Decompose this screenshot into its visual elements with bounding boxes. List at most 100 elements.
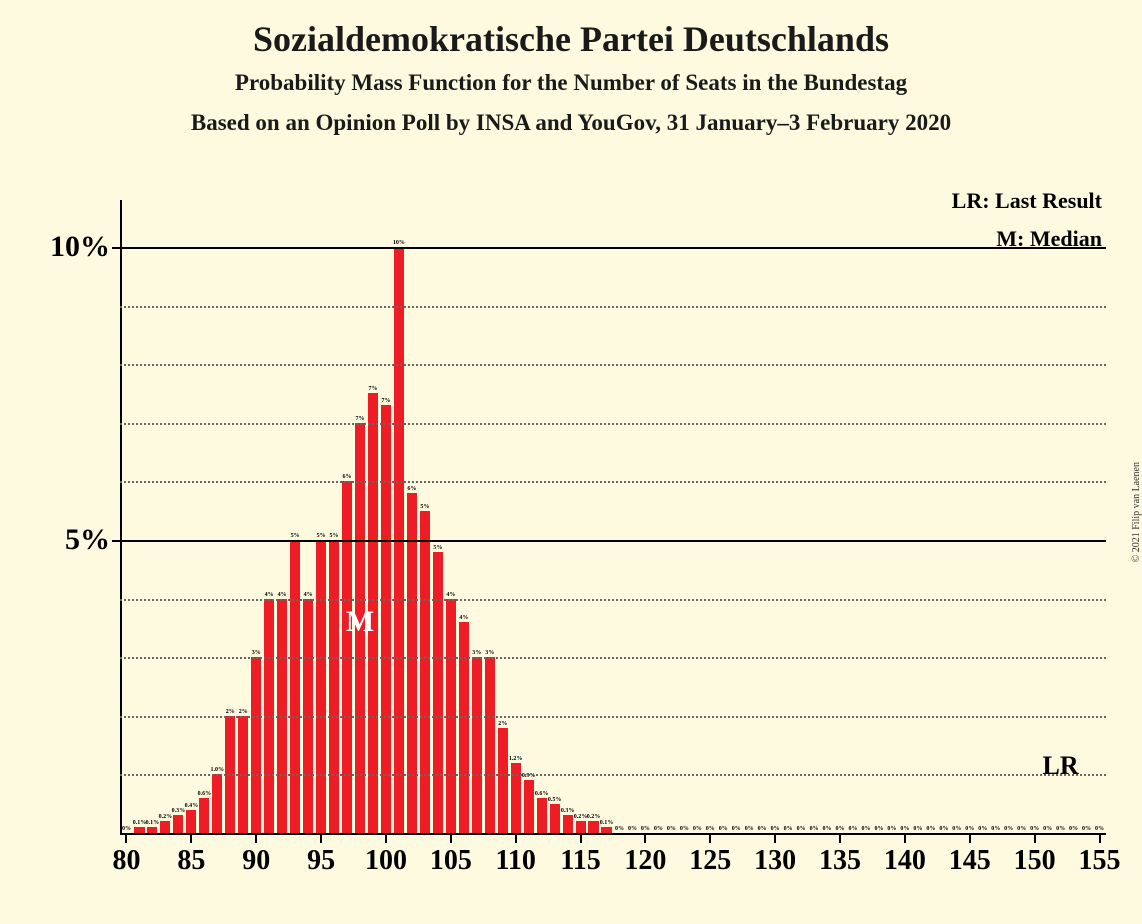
- gridline-minor: [120, 716, 1106, 718]
- x-axis-label: 90: [242, 835, 270, 877]
- bar: 5%: [420, 511, 430, 833]
- bar-value-label: 0%: [1017, 826, 1026, 833]
- bar-value-label: 0%: [978, 826, 987, 833]
- bar: 0.9%: [524, 780, 534, 833]
- x-axis-label: 155: [1079, 835, 1121, 877]
- bar-value-label: 0%: [849, 826, 858, 833]
- y-axis-label: 10%: [50, 230, 120, 264]
- bar: 3%: [485, 657, 495, 833]
- bar-value-label: 0%: [1095, 826, 1104, 833]
- x-axis-label: 140: [884, 835, 926, 877]
- chart-area: LR: Last Result M: Median 0%0.1%0.1%0.2%…: [120, 200, 1106, 835]
- bar-value-label: 0%: [615, 826, 624, 833]
- y-tick: [112, 247, 120, 249]
- bar: 1.2%: [511, 763, 521, 833]
- bar-value-label: 4%: [446, 592, 455, 599]
- x-axis-label: 145: [949, 835, 991, 877]
- bar-value-label: 5%: [420, 504, 429, 511]
- y-tick: [112, 540, 120, 542]
- bar: 0.3%: [173, 815, 183, 833]
- gridline-major: [120, 540, 1106, 542]
- x-axis-label: 80: [112, 835, 140, 877]
- bar-value-label: 6%: [343, 474, 352, 481]
- gridline-minor: [120, 481, 1106, 483]
- bar-value-label: 0.4%: [185, 803, 199, 810]
- bar-value-label: 0%: [784, 826, 793, 833]
- bar-value-label: 0%: [1056, 826, 1065, 833]
- bar-value-label: 3%: [485, 650, 494, 657]
- bar-value-label: 0%: [667, 826, 676, 833]
- bar: 5%: [290, 540, 300, 833]
- x-axis-label: 110: [495, 835, 535, 877]
- x-axis-label: 105: [430, 835, 472, 877]
- bar-value-label: 0.3%: [172, 808, 186, 815]
- bar-value-label: 0%: [654, 826, 663, 833]
- bar-value-label: 0.2%: [587, 814, 601, 821]
- bar: 0.6%: [537, 798, 547, 833]
- bar-value-label: 5%: [330, 533, 339, 540]
- bar-value-label: 0%: [1069, 826, 1078, 833]
- bar-value-label: 0%: [887, 826, 896, 833]
- bar-value-label: 7%: [368, 386, 377, 393]
- chart-subtitle: Probability Mass Function for the Number…: [0, 60, 1142, 96]
- bar: 6%: [407, 493, 417, 833]
- bar-value-label: 3%: [252, 650, 261, 657]
- bar-value-label: 0%: [952, 826, 961, 833]
- gridline-minor: [120, 364, 1106, 366]
- copyright-text: © 2021 Filip van Laenen: [1131, 462, 1142, 562]
- bar-value-label: 3%: [472, 650, 481, 657]
- x-axis-label: 120: [624, 835, 666, 877]
- bar-value-label: 10%: [393, 240, 405, 247]
- bar-value-label: 0%: [913, 826, 922, 833]
- gridline-minor: [120, 599, 1106, 601]
- bar-value-label: 4%: [304, 592, 313, 599]
- gridline-minor: [120, 423, 1106, 425]
- bar-value-label: 2%: [226, 709, 235, 716]
- bar-value-label: 0%: [965, 826, 974, 833]
- bar-value-label: 0%: [874, 826, 883, 833]
- bar: 0.2%: [588, 821, 598, 833]
- bar-value-label: 0%: [706, 826, 715, 833]
- x-axis-label: 130: [754, 835, 796, 877]
- x-axis-label: 100: [365, 835, 407, 877]
- bar-value-label: 2%: [498, 721, 507, 728]
- bar: 5%: [329, 540, 339, 833]
- bar-value-label: 0%: [771, 826, 780, 833]
- bars-container: 0%0.1%0.1%0.2%0.3%0.4%0.6%1.0%2%2%3%4%4%…: [120, 200, 1106, 833]
- bar-value-label: 5%: [317, 533, 326, 540]
- bar: 3%: [472, 657, 482, 833]
- bar-value-label: 4%: [278, 592, 287, 599]
- bar: 0.3%: [563, 815, 573, 833]
- bar-value-label: 0%: [732, 826, 741, 833]
- bar-value-label: 1.0%: [211, 767, 225, 774]
- bar-value-label: 0%: [939, 826, 948, 833]
- gridline-minor: [120, 657, 1106, 659]
- bar: 0.4%: [186, 810, 196, 833]
- bar-value-label: 0%: [745, 826, 754, 833]
- bar: 7%: [381, 405, 391, 833]
- gridline-minor: [120, 306, 1106, 308]
- bar-value-label: 0%: [926, 826, 935, 833]
- chart-title: Sozialdemokratische Partei Deutschlands: [0, 0, 1142, 60]
- median-marker: M: [346, 605, 374, 639]
- bar-value-label: 5%: [433, 545, 442, 552]
- bar-value-label: 0.1%: [146, 820, 160, 827]
- bar-value-label: 0.2%: [159, 814, 173, 821]
- gridline-minor: [120, 774, 1106, 776]
- x-axis-label: 85: [177, 835, 205, 877]
- bar-value-label: 0%: [836, 826, 845, 833]
- bar: 1.0%: [212, 774, 222, 833]
- bar: 5%: [433, 552, 443, 833]
- bar-value-label: 0.5%: [548, 797, 562, 804]
- bar-value-label: 0%: [1030, 826, 1039, 833]
- bar: 0.2%: [576, 821, 586, 833]
- bar-value-label: 0%: [1082, 826, 1091, 833]
- bar: 4%: [459, 622, 469, 833]
- root: Sozialdemokratische Partei Deutschlands …: [0, 0, 1142, 924]
- bar: 5%: [316, 540, 326, 833]
- bar-value-label: 0%: [680, 826, 689, 833]
- bar-value-label: 0.2%: [574, 814, 588, 821]
- bar-value-label: 4%: [459, 615, 468, 622]
- bar-value-label: 4%: [265, 592, 274, 599]
- x-axis-label: 135: [819, 835, 861, 877]
